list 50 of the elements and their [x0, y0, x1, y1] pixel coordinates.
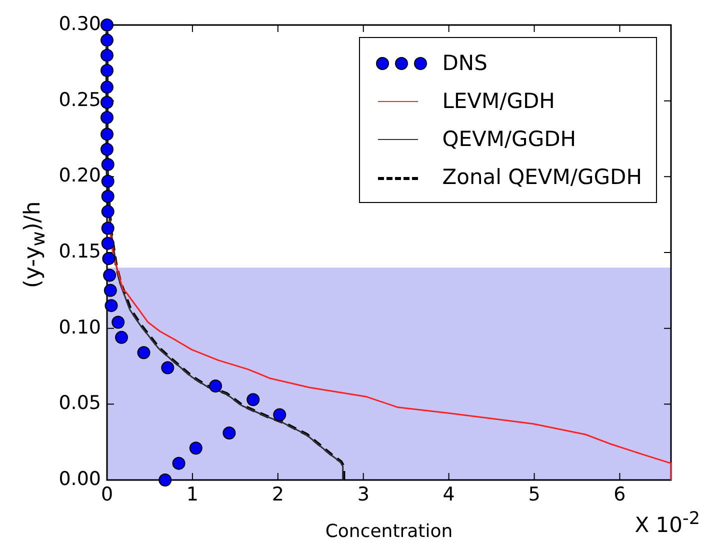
point — [100, 34, 114, 47]
point — [101, 174, 114, 188]
y-tick-label: 0.00 — [58, 468, 101, 490]
text: X 10$^{-2}$ — [634, 509, 700, 537]
point — [161, 361, 174, 374]
legend-label: LEVM/GDH — [442, 89, 555, 113]
legend-label: DNS — [442, 51, 488, 75]
point — [101, 190, 114, 203]
point — [137, 346, 150, 360]
y-tick-label: 0.20 — [58, 164, 101, 187]
point — [100, 142, 114, 156]
x-axis-title: Concentration — [325, 520, 453, 542]
point — [209, 379, 222, 392]
y-tick-label: 0.30 — [58, 12, 101, 35]
point — [100, 18, 114, 32]
point — [101, 158, 114, 172]
point — [101, 205, 114, 218]
legend-label: Zonal QEVM/GGDH — [442, 165, 642, 189]
point — [101, 236, 114, 250]
point — [115, 330, 128, 344]
point — [100, 80, 114, 94]
point — [172, 456, 186, 470]
y-tick-label: 0.05 — [58, 392, 101, 414]
legend-label: QEVM/GGDH — [442, 127, 576, 151]
y-tick-label: 0.15 — [58, 240, 101, 262]
point — [100, 48, 114, 62]
point — [100, 128, 114, 141]
x-tick-label: 2 — [272, 483, 284, 506]
y-tick-label: 0.25 — [58, 88, 101, 111]
x-tick-label: 4 — [442, 483, 455, 506]
point — [246, 393, 260, 406]
point — [104, 284, 117, 297]
point — [102, 252, 116, 266]
point — [222, 426, 236, 440]
point — [101, 222, 114, 235]
point — [104, 299, 118, 312]
x-tick-label: 0 — [100, 483, 114, 506]
x-tick-label: 1 — [186, 483, 198, 506]
point — [100, 96, 114, 109]
point — [112, 316, 125, 329]
point — [273, 408, 286, 422]
y-tick-label: 0.10 — [58, 316, 101, 338]
x-tick-label: 3 — [357, 483, 370, 506]
point — [100, 64, 114, 77]
point — [189, 442, 202, 455]
x-tick-label: 6 — [614, 483, 626, 506]
point — [100, 111, 114, 124]
point — [158, 474, 172, 486]
x-tick-label: 5 — [528, 483, 540, 506]
point — [103, 268, 116, 282]
